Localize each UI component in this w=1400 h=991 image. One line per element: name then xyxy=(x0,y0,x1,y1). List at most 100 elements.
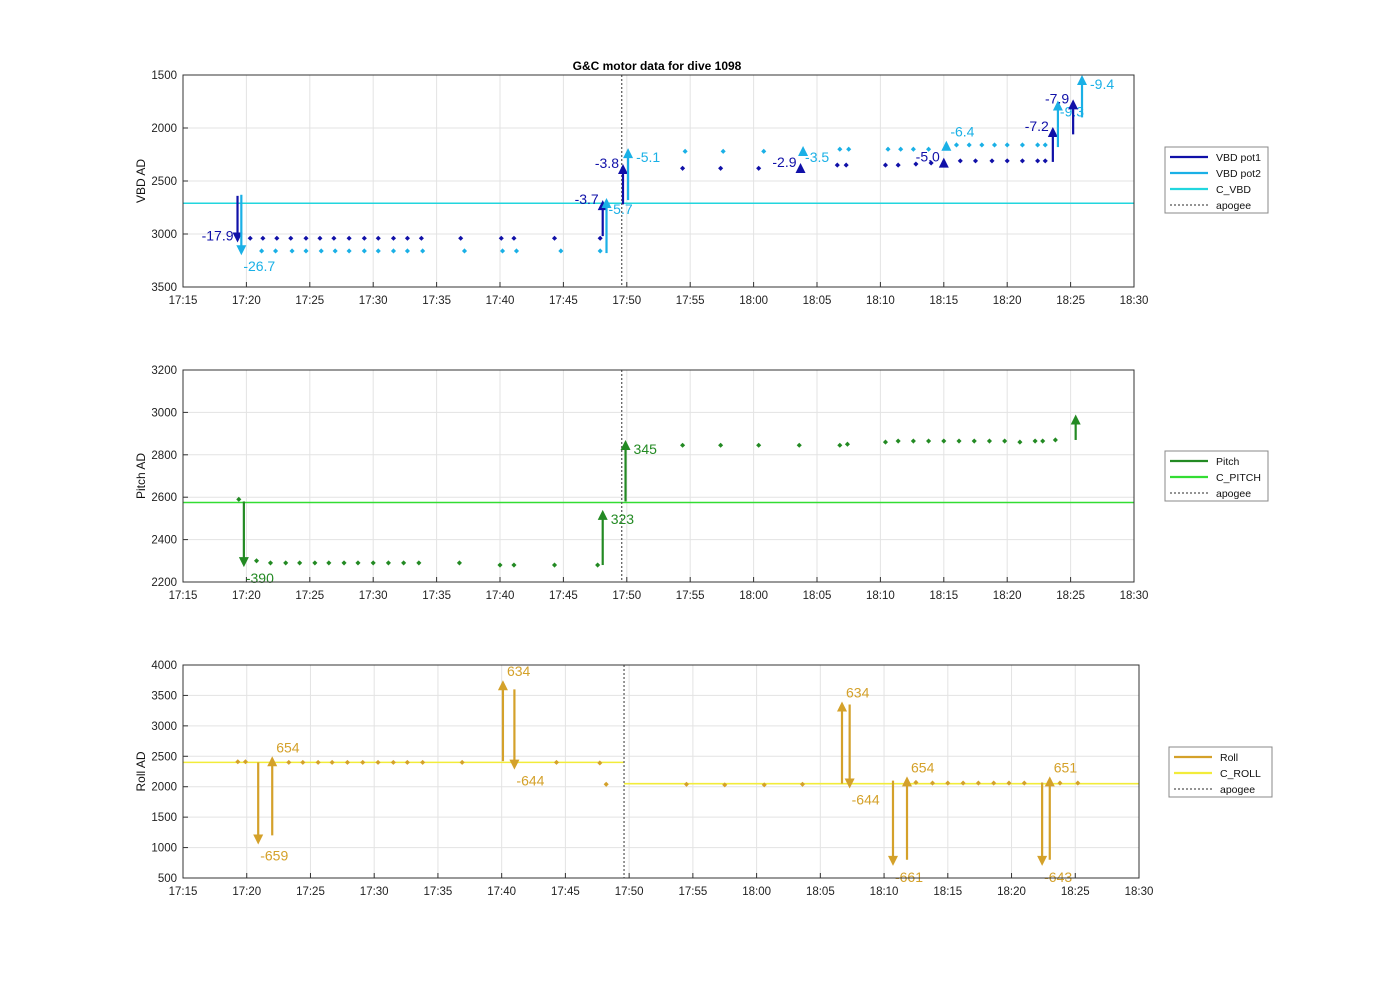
roll-ytick-label: 3000 xyxy=(151,721,177,733)
move-label: -5.1 xyxy=(636,149,660,165)
legend-label-apogee: apogee xyxy=(1220,784,1255,796)
legend-label-vbd-pot1: VBD pot1 xyxy=(1216,152,1261,164)
arrow-head xyxy=(1070,414,1081,425)
pitch-xtick-label: 17:30 xyxy=(359,590,388,602)
data-point-pitch xyxy=(551,562,558,568)
vbd-xtick-label: 18:15 xyxy=(929,295,958,307)
data-point-vbd-pot1 xyxy=(288,235,294,241)
arrow-head xyxy=(238,557,249,568)
data-point-pitch xyxy=(297,560,303,566)
data-point-pitch xyxy=(1017,439,1023,445)
move-label: -9.4 xyxy=(1090,76,1114,92)
arrow-head xyxy=(617,164,628,175)
move-label: -3.5 xyxy=(805,149,829,165)
move-label: -7.9 xyxy=(1045,90,1069,106)
data-point-pitch xyxy=(312,560,318,566)
data-point-roll xyxy=(1021,780,1027,786)
arrow-head xyxy=(601,197,612,208)
data-point-vbd-pot1 xyxy=(317,235,323,241)
data-point-pitch xyxy=(986,438,992,444)
move-label: -17.9 xyxy=(202,227,234,243)
data-point-vbd-pot1 xyxy=(331,235,337,241)
data-point-roll xyxy=(1057,780,1063,786)
data-point-roll xyxy=(344,759,350,765)
data-point-vbd-pot2 xyxy=(1035,142,1041,148)
arrow-head xyxy=(620,439,631,450)
roll-plot-area xyxy=(183,665,1139,878)
vbd-xtick-label: 18:05 xyxy=(803,295,832,307)
data-point-pitch xyxy=(341,560,347,566)
data-point-pitch xyxy=(1032,438,1038,444)
roll-xtick-label: 17:15 xyxy=(169,886,198,898)
legend-label-c-roll: C_ROLL xyxy=(1220,768,1261,780)
data-point-vbd-pot2 xyxy=(761,148,767,154)
pitch-xtick-label: 18:15 xyxy=(929,590,958,602)
data-point-vbd-pot1 xyxy=(1035,158,1041,164)
data-point-pitch xyxy=(283,560,289,566)
legend-label-vbd-pot2: VBD pot2 xyxy=(1216,168,1261,180)
move-label: 654 xyxy=(276,739,300,755)
pitch-xtick-label: 18:30 xyxy=(1120,590,1149,602)
data-point-roll xyxy=(390,759,396,765)
data-point-pitch xyxy=(971,438,977,444)
data-point-pitch xyxy=(926,438,932,444)
arrow-head xyxy=(1044,776,1055,787)
arrow-head xyxy=(623,148,634,159)
arrow-head xyxy=(941,140,952,151)
move-label: 634 xyxy=(846,685,870,701)
vbd-ytick-label: 2500 xyxy=(151,176,177,188)
pitch-plot-area xyxy=(183,370,1134,582)
data-point-roll xyxy=(913,779,919,785)
pitch-axes: 17:15 17:20 17:25 17:30 17:35 17:40 17:45 17:50… xyxy=(134,365,1148,602)
data-point-pitch xyxy=(326,560,332,566)
arrow-head xyxy=(267,756,278,767)
data-point-roll xyxy=(1075,780,1081,786)
pitch-ytick-label: 3000 xyxy=(151,407,177,419)
pitch-xtick-label: 18:05 xyxy=(803,590,832,602)
vbd-ylabel: VBD AD xyxy=(134,159,148,203)
data-point-vbd-pot2 xyxy=(273,248,279,254)
pitch-axes-frame xyxy=(182,369,1135,583)
data-point-vbd-pot2 xyxy=(1042,142,1048,148)
pitch-xtick-label: 17:40 xyxy=(486,590,515,602)
move-label: -2.9 xyxy=(772,154,796,170)
data-point-vbd-pot1 xyxy=(346,235,352,241)
data-point-roll xyxy=(991,780,997,786)
vbd-ytick-label: 2000 xyxy=(151,123,177,135)
data-point-pitch xyxy=(370,560,376,566)
vbd-xtick-label: 18:00 xyxy=(739,295,768,307)
roll-ylabel: Roll AD xyxy=(134,751,148,791)
roll-xtick-label: 17:25 xyxy=(296,886,325,898)
figure-title: G&C motor data for dive 1098 xyxy=(573,59,742,73)
move-label: -7.2 xyxy=(1025,118,1049,134)
roll-xtick-label: 18:30 xyxy=(1125,886,1154,898)
arrow-head xyxy=(1052,100,1063,111)
roll-xtick-label: 18:05 xyxy=(806,886,835,898)
vbd-xtick-label: 18:10 xyxy=(866,295,895,307)
data-point-vbd-pot1 xyxy=(260,235,266,241)
data-point-pitch xyxy=(895,438,901,444)
arrow-head xyxy=(497,680,508,691)
vbd-xtick-label: 17:45 xyxy=(549,295,578,307)
pitch-xtick-label: 17:25 xyxy=(295,590,324,602)
pitch-xtick-label: 18:10 xyxy=(866,590,895,602)
arrow-head xyxy=(837,701,848,712)
vbd-xtick-label: 17:40 xyxy=(486,295,515,307)
data-point-roll xyxy=(597,760,603,766)
arrow-head xyxy=(597,509,608,520)
data-point-roll xyxy=(459,759,465,765)
pitch-xtick-label: 17:50 xyxy=(612,590,641,602)
data-point-pitch xyxy=(882,439,889,445)
roll-ytick-label: 2500 xyxy=(151,751,177,763)
roll-xtick-label: 17:45 xyxy=(551,886,580,898)
roll-ytick-label: 4000 xyxy=(151,660,177,672)
move-label: 654 xyxy=(911,759,935,775)
roll-xtick-label: 17:35 xyxy=(424,886,453,898)
move-label: -659 xyxy=(260,848,288,864)
move-label: -644 xyxy=(516,773,544,789)
vbd-xtick-label: 18:20 xyxy=(993,295,1022,307)
pitch-ytick-label: 2200 xyxy=(151,577,177,589)
arrow-head xyxy=(887,855,898,866)
